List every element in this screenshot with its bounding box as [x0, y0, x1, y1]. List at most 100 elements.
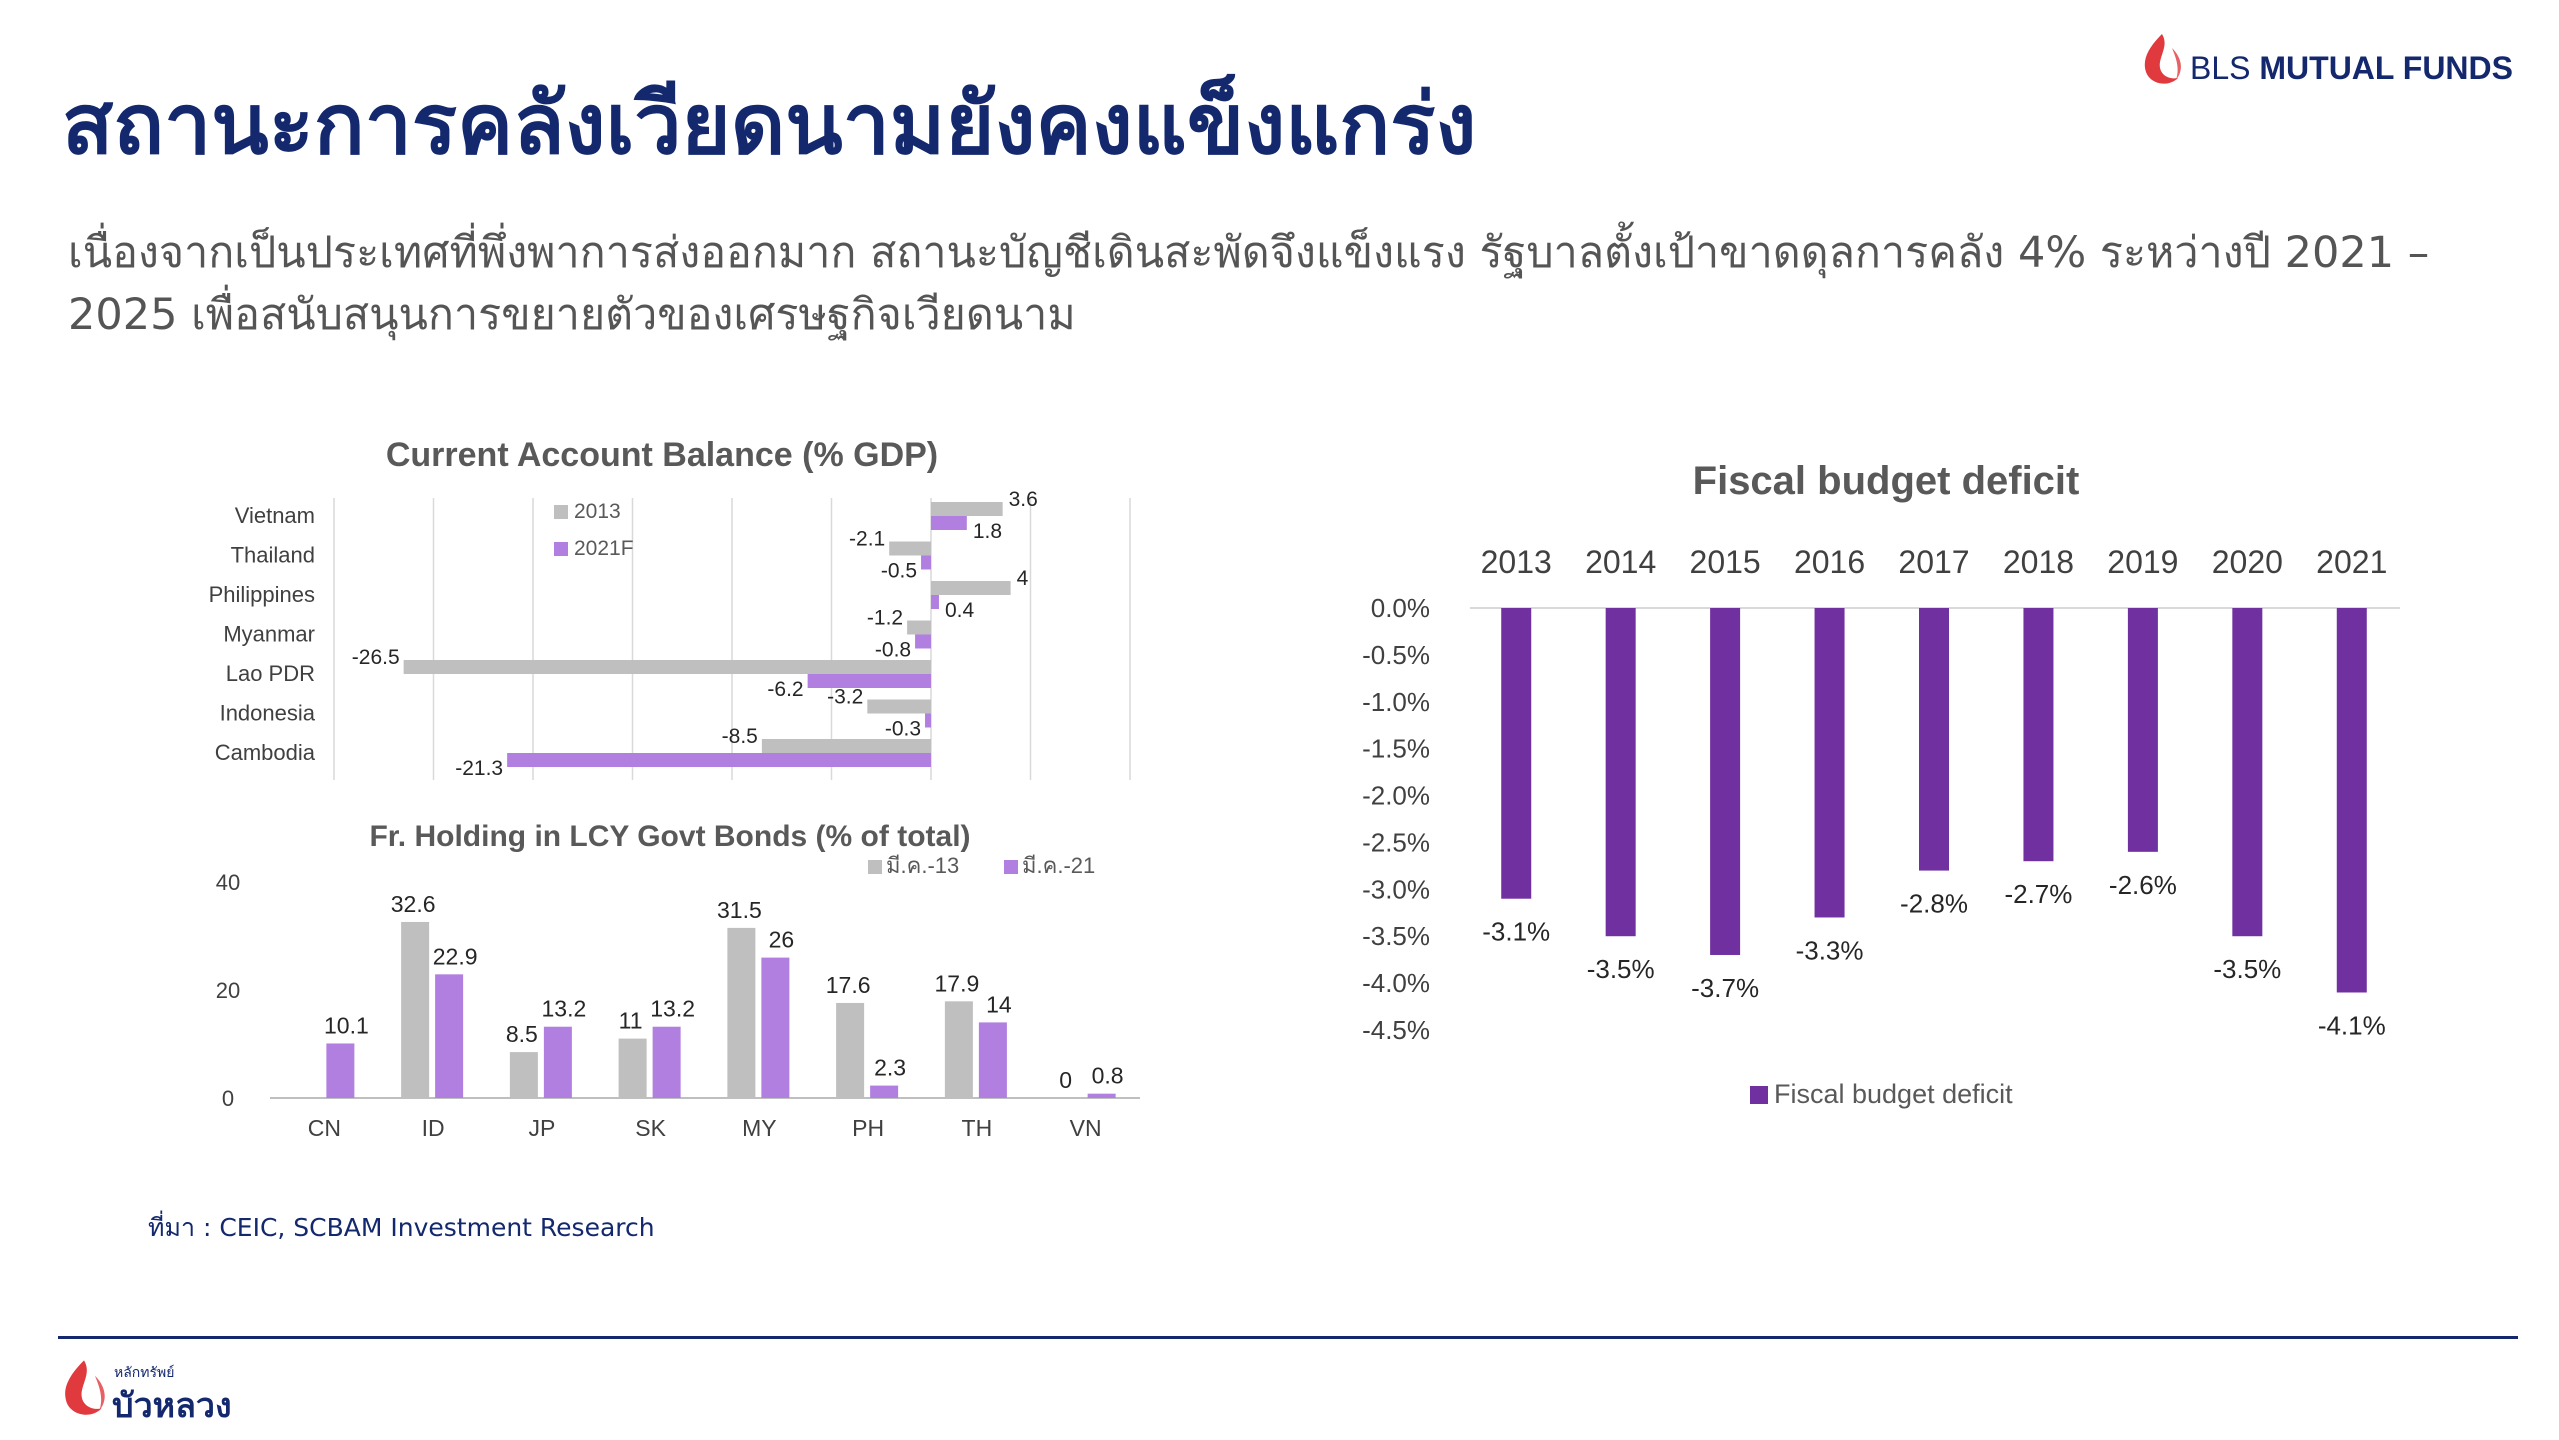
- category-label: VN: [1070, 1115, 1102, 1141]
- x-category-labels: 2013 2014 2015 2016 2017 2018 2019 2020 2021: [1481, 544, 2388, 580]
- data-label: -4.1%: [2318, 1010, 2386, 1040]
- legend-swatch: [1750, 1086, 1768, 1104]
- bar-มี.ค.-13: [618, 1038, 647, 1098]
- bar-มี.ค.-21: [652, 1026, 681, 1098]
- category-label: JP: [528, 1115, 555, 1141]
- bar: [1710, 608, 1741, 955]
- x-category-label: 2021: [2316, 544, 2387, 580]
- bar-2021F: [807, 674, 931, 688]
- legend: 2013 2021F: [554, 500, 634, 560]
- bar-มี.ค.-21: [978, 1022, 1007, 1098]
- bars: [1470, 607, 2400, 993]
- data-label: -2.7%: [2004, 879, 2072, 909]
- category-label: Thailand: [231, 543, 315, 568]
- bar-มี.ค.-13: [401, 921, 430, 1098]
- bar-2021F: [921, 555, 931, 570]
- y-tick-label: -1.0%: [1362, 687, 1430, 717]
- bar-มี.ค.-13: [727, 927, 756, 1098]
- bar-มี.ค.-21: [543, 1026, 572, 1098]
- category-labels: Vietnam Thailand Philippines Myanmar Lao PDR…: [209, 503, 316, 765]
- bar-2013: [931, 581, 1011, 595]
- y-tick-label: 0.0%: [1371, 593, 1430, 623]
- bar: [2023, 608, 2054, 862]
- brand-big-text: บัวหลวง: [112, 1386, 232, 1426]
- legend: มี.ค.-13 มี.ค.-21: [868, 853, 1095, 878]
- data-label: -0.8: [875, 639, 911, 662]
- legend-label: Fiscal budget deficit: [1774, 1079, 2013, 1109]
- bars: [270, 921, 1140, 1099]
- data-label: -3.5%: [1587, 954, 1655, 984]
- y-tick-label: 40: [216, 870, 240, 895]
- legend-swatch-2021f: [554, 542, 568, 556]
- y-tick-label: -4.0%: [1362, 968, 1430, 998]
- x-category-label: 2018: [2003, 544, 2074, 580]
- data-label: -0.5: [881, 560, 917, 583]
- data-label: -1.2: [867, 607, 903, 630]
- bar-2013: [889, 541, 931, 556]
- data-labels: -3.1% -3.5% -3.7% -3.3% -2.8% -2.7% -2.6% -3.5%…: [1482, 870, 2385, 1041]
- data-label: 0: [1059, 1067, 1072, 1093]
- x-category-label: 2016: [1794, 544, 1865, 580]
- category-label: SK: [635, 1115, 666, 1141]
- data-label: 0.4: [945, 599, 975, 622]
- data-label: -2.6%: [2109, 870, 2177, 900]
- x-category-label: 2013: [1481, 544, 1552, 580]
- data-label: -21.3: [455, 757, 503, 780]
- y-tick-label: 20: [216, 978, 240, 1003]
- bar-มี.ค.-13: [836, 1002, 865, 1098]
- legend-label-2013: 2013: [574, 500, 621, 523]
- y-tick-label: -3.0%: [1362, 874, 1430, 904]
- bar-มี.ค.-13: [509, 1052, 538, 1098]
- bar-2013: [931, 502, 1003, 516]
- legend-swatch-2013: [554, 505, 568, 519]
- bar: [1814, 608, 1845, 918]
- data-label: 3.6: [1009, 488, 1038, 511]
- data-label: -3.7%: [1691, 973, 1759, 1003]
- y-tick-label: -2.0%: [1362, 781, 1430, 811]
- category-label: Philippines: [209, 582, 315, 607]
- category-label: ID: [422, 1115, 445, 1141]
- bar: [2232, 608, 2263, 937]
- brand-small-text: หลักทรัพย์: [114, 1365, 175, 1381]
- lotus-logo-icon: [65, 1360, 105, 1415]
- y-tick-label: -3.5%: [1362, 921, 1430, 951]
- data-label: 22.9: [433, 943, 478, 969]
- data-label: -8.5: [722, 725, 758, 748]
- bar: [1919, 608, 1949, 871]
- bar-2013: [761, 739, 931, 753]
- data-label: -2.1: [849, 528, 885, 551]
- data-labels: 10.132.622.98.513.2 11 13.231.52617.62.317…: [324, 891, 1124, 1093]
- data-label: -6.2: [767, 678, 803, 701]
- bar-2021F: [925, 713, 931, 728]
- data-label: 1.8: [973, 520, 1002, 543]
- data-label: -3.3%: [1796, 935, 1864, 965]
- bar-2021F: [931, 595, 939, 609]
- y-tick-labels: 0.0% -0.5% -1.0% -1.5% -2.0% -2.5% -3.0% -3.5% -…: [1362, 593, 1430, 1045]
- data-label: 11: [619, 1008, 643, 1034]
- legend-label-mar21: มี.ค.-21: [1022, 853, 1095, 878]
- bar-2013: [907, 620, 931, 635]
- bar: [1605, 608, 1636, 937]
- chart-title: Fiscal budget deficit: [1693, 459, 2080, 503]
- category-label: PH: [852, 1115, 884, 1141]
- category-label: Vietnam: [235, 503, 315, 528]
- bar-2021F: [507, 753, 931, 767]
- bar: [1501, 608, 1532, 899]
- y-tick-label: -0.5%: [1362, 640, 1430, 670]
- data-label: 31.5: [717, 897, 762, 923]
- data-label: 0.8: [1092, 1063, 1124, 1089]
- category-label: Myanmar: [223, 622, 315, 647]
- bar-มี.ค.-21: [870, 1085, 899, 1098]
- category-label: Indonesia: [220, 701, 316, 726]
- category-labels: CN ID JP SK MY PH TH VN: [308, 1115, 1102, 1141]
- data-label: 13.2: [650, 996, 695, 1022]
- bar-2013: [867, 699, 931, 714]
- category-label: TH: [962, 1115, 993, 1141]
- category-label: CN: [308, 1115, 341, 1141]
- data-label: 10.1: [324, 1012, 369, 1038]
- x-category-label: 2020: [2212, 544, 2283, 580]
- bar: [2127, 608, 2158, 852]
- x-category-label: 2015: [1690, 544, 1761, 580]
- bar-มี.ค.-21: [761, 957, 790, 1098]
- page-title: สถานะการคลังเวียดนามยังคงแข็งแกร่ง: [62, 75, 1477, 173]
